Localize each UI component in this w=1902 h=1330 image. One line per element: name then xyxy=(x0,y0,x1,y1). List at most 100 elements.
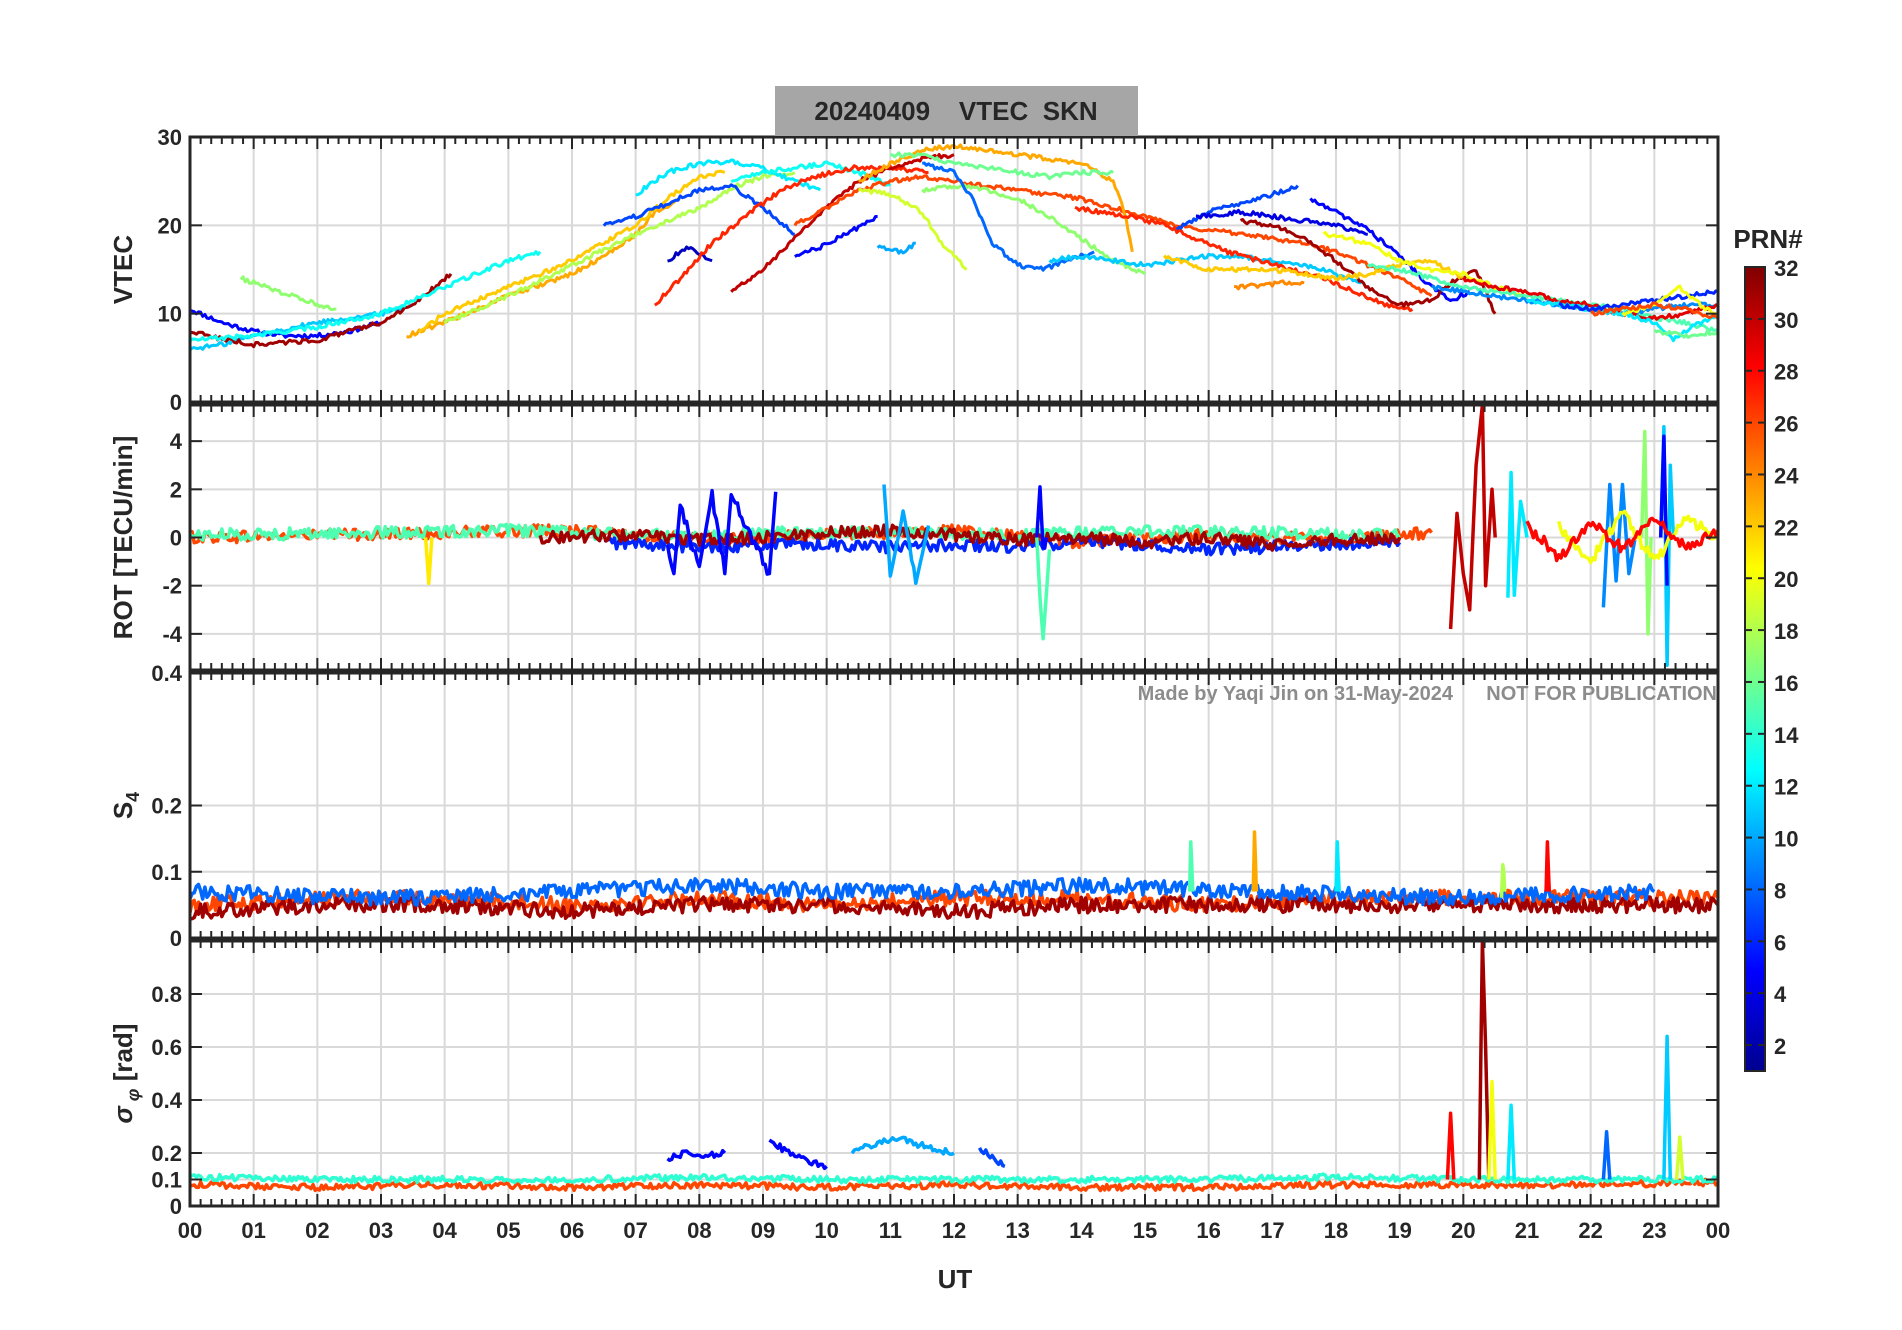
x-tick-label: 06 xyxy=(560,1218,584,1243)
colorbar-tick-label: 32 xyxy=(1774,256,1798,281)
series-line-prn-26 xyxy=(793,174,1433,298)
series-line-prn-28 xyxy=(1445,1111,1456,1180)
series-line-prn-5 xyxy=(666,1148,727,1163)
series-line-prn-10 xyxy=(850,1135,955,1156)
x-ticks xyxy=(189,136,1719,403)
panel-rot: -4 -2 0 2 4 ROT [TECU/min] xyxy=(108,403,1720,672)
x-tick-label: 08 xyxy=(687,1218,711,1243)
x-tick-label: 00 xyxy=(1706,1218,1730,1243)
y-tick-label: 0.1 xyxy=(151,1168,182,1193)
panel-s4: 0 0.1 0.2 0.4 S4 xyxy=(108,661,1720,951)
series-line-prn-26 xyxy=(1590,301,1718,320)
series-line-prn-5 xyxy=(1035,485,1049,550)
series-line-prn-15 xyxy=(1035,537,1052,641)
x-tick-label: 12 xyxy=(942,1218,966,1243)
series-line-prn-28 xyxy=(1544,840,1552,892)
series-group xyxy=(190,143,1718,352)
y-tick-label: 20 xyxy=(158,213,182,238)
y-axis-label-sigma: σ xyxy=(108,1104,138,1123)
x-tick-label: 13 xyxy=(1005,1218,1029,1243)
series-line-prn-19 xyxy=(1674,1135,1685,1180)
y-axis-label: ROT [TECU/min] xyxy=(108,436,138,640)
series-line-prn-7 xyxy=(977,1147,1006,1168)
series-line-prn-30 xyxy=(730,153,955,293)
series-line-prn-30 xyxy=(1448,405,1497,630)
series-line-prn-8 xyxy=(1601,1130,1612,1180)
x-tick-label: 22 xyxy=(1578,1218,1602,1243)
colorbar-tick-label: 10 xyxy=(1774,827,1798,852)
y-axis-label: S4 xyxy=(108,792,143,819)
colorbar-tick-label: 28 xyxy=(1774,360,1798,385)
series-line-prn-10 xyxy=(876,241,916,255)
x-ticks xyxy=(189,941,1719,1207)
series-line-prn-26 xyxy=(190,1177,1718,1193)
series-line-prn-22 xyxy=(418,169,726,334)
series-line-prn-28 xyxy=(1525,516,1718,563)
colorbar-tick-label: 18 xyxy=(1774,619,1798,644)
y-tick-label: 30 xyxy=(158,125,182,150)
x-tick-label: 15 xyxy=(1133,1218,1157,1243)
series-line-prn-5 xyxy=(190,308,383,340)
colorbar-label: PRN# xyxy=(1733,224,1803,254)
series-line-prn-13 xyxy=(190,250,542,343)
series-line-prn-16 xyxy=(889,151,1114,181)
x-ticks xyxy=(189,405,1719,670)
y-tick-label: 0 xyxy=(170,1194,182,1219)
x-tick-label: 20 xyxy=(1451,1218,1475,1243)
x-tick-label: 10 xyxy=(814,1218,838,1243)
series-line-prn-19 xyxy=(858,188,968,271)
y-axis-label: σ φ [rad] xyxy=(108,1024,143,1124)
x-tick-label: 14 xyxy=(1069,1218,1094,1243)
colorbar-tick-label: 16 xyxy=(1774,671,1798,696)
x-tick-label: 18 xyxy=(1324,1218,1348,1243)
y-tick-label: 0.2 xyxy=(151,794,182,819)
series-line-prn-13 xyxy=(730,160,892,187)
series-group xyxy=(190,941,1718,1193)
colorbar-tick-label: 4 xyxy=(1774,982,1787,1007)
series-line-prn-24 xyxy=(1234,279,1305,291)
colorbar-tick-label: 6 xyxy=(1774,930,1786,955)
colorbar-tick-label: 2 xyxy=(1774,1034,1786,1059)
y-tick-label: 0 xyxy=(170,390,182,415)
series-line-prn-5 xyxy=(768,1138,828,1171)
y-axis-label-phi: φ xyxy=(123,1088,143,1106)
x-tick-label: 11 xyxy=(879,1218,902,1243)
series-group xyxy=(190,830,1718,921)
series-line-prn-23 xyxy=(1251,830,1259,892)
grid-lines xyxy=(189,405,1719,670)
series-line-prn-20 xyxy=(1487,1079,1497,1180)
series-line-prn-18 xyxy=(1499,862,1507,898)
series-line-prn-31 xyxy=(190,895,1718,921)
y-tick-label: 0.4 xyxy=(151,661,182,686)
x-tick-label: 17 xyxy=(1260,1218,1284,1243)
x-tick-label: 23 xyxy=(1642,1218,1666,1243)
series-line-prn-14 xyxy=(190,1172,1718,1185)
series-line-prn-15 xyxy=(190,522,1401,543)
panel-vtec: 0 10 20 30 VTEC xyxy=(108,125,1720,415)
colorbar-tick-label: 24 xyxy=(1774,463,1799,488)
series-line-prn-21 xyxy=(423,537,434,586)
colorbar-gradient xyxy=(1744,266,1766,1072)
x-tick-label: 16 xyxy=(1196,1218,1220,1243)
y-tick-label: -4 xyxy=(162,622,182,647)
colorbar-tick-label: 20 xyxy=(1774,567,1798,592)
panel-sigma_phi: 00.10.2 0.4 0.6 0.8 σ φ [rad] xyxy=(108,939,1720,1219)
series-line-prn-16 xyxy=(1653,328,1718,339)
series-line-prn-17 xyxy=(239,275,337,312)
series-line-prn-8 xyxy=(190,876,1656,907)
series-line-prn-12 xyxy=(1506,1103,1517,1180)
y-tick-label: 4 xyxy=(170,429,183,454)
y-tick-label: 2 xyxy=(170,477,182,502)
title-background xyxy=(775,86,1138,136)
x-tick-label: 09 xyxy=(751,1218,775,1243)
series-line-prn-17 xyxy=(1639,429,1653,636)
series-group xyxy=(190,405,1718,667)
x-tick-label: 04 xyxy=(432,1218,457,1243)
y-tick-label: 0.2 xyxy=(151,1141,182,1166)
series-line-prn-31 xyxy=(190,273,453,349)
x-tick-labels: 00 01 02 03 04 05 06 07 08 09 10 11 12 13 14 15 16 17 18 19… xyxy=(178,1218,1730,1243)
colorbar-tick-label: 22 xyxy=(1774,515,1798,540)
